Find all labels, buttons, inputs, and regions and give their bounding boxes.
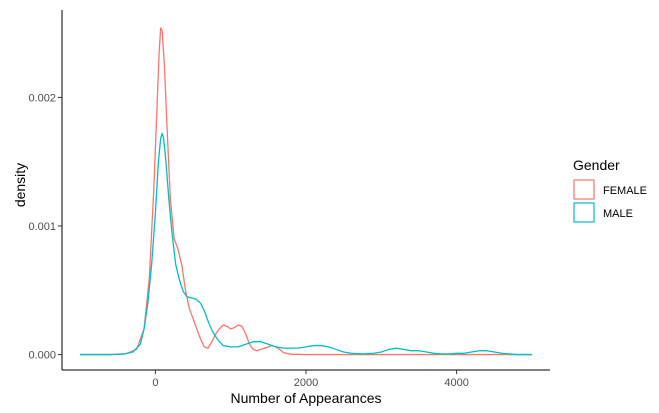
y-axis-title: density: [12, 163, 28, 207]
density-line-male: [80, 132, 532, 356]
x-tick-label: 2000: [294, 377, 318, 389]
x-axis-ticks: 0 2000 4000: [152, 370, 469, 389]
x-tick-label: 0: [152, 377, 158, 389]
legend: Gender FEMALE MALE: [573, 157, 647, 223]
x-axis-title: Number of Appearances: [231, 390, 382, 406]
x-tick-label: 4000: [444, 377, 468, 389]
legend-label-male: MALE: [603, 208, 633, 220]
y-tick-label: 0.000: [28, 350, 56, 362]
legend-label-female: FEMALE: [603, 185, 647, 197]
legend-title: Gender: [573, 157, 620, 173]
y-tick-label: 0.001: [28, 221, 56, 233]
plot-area: [80, 27, 532, 356]
y-axis-ticks: 0.000 0.001 0.002: [28, 92, 62, 362]
legend-key-female: [573, 179, 595, 200]
y-tick-label: 0.002: [28, 92, 56, 104]
legend-key-male: [573, 202, 595, 223]
